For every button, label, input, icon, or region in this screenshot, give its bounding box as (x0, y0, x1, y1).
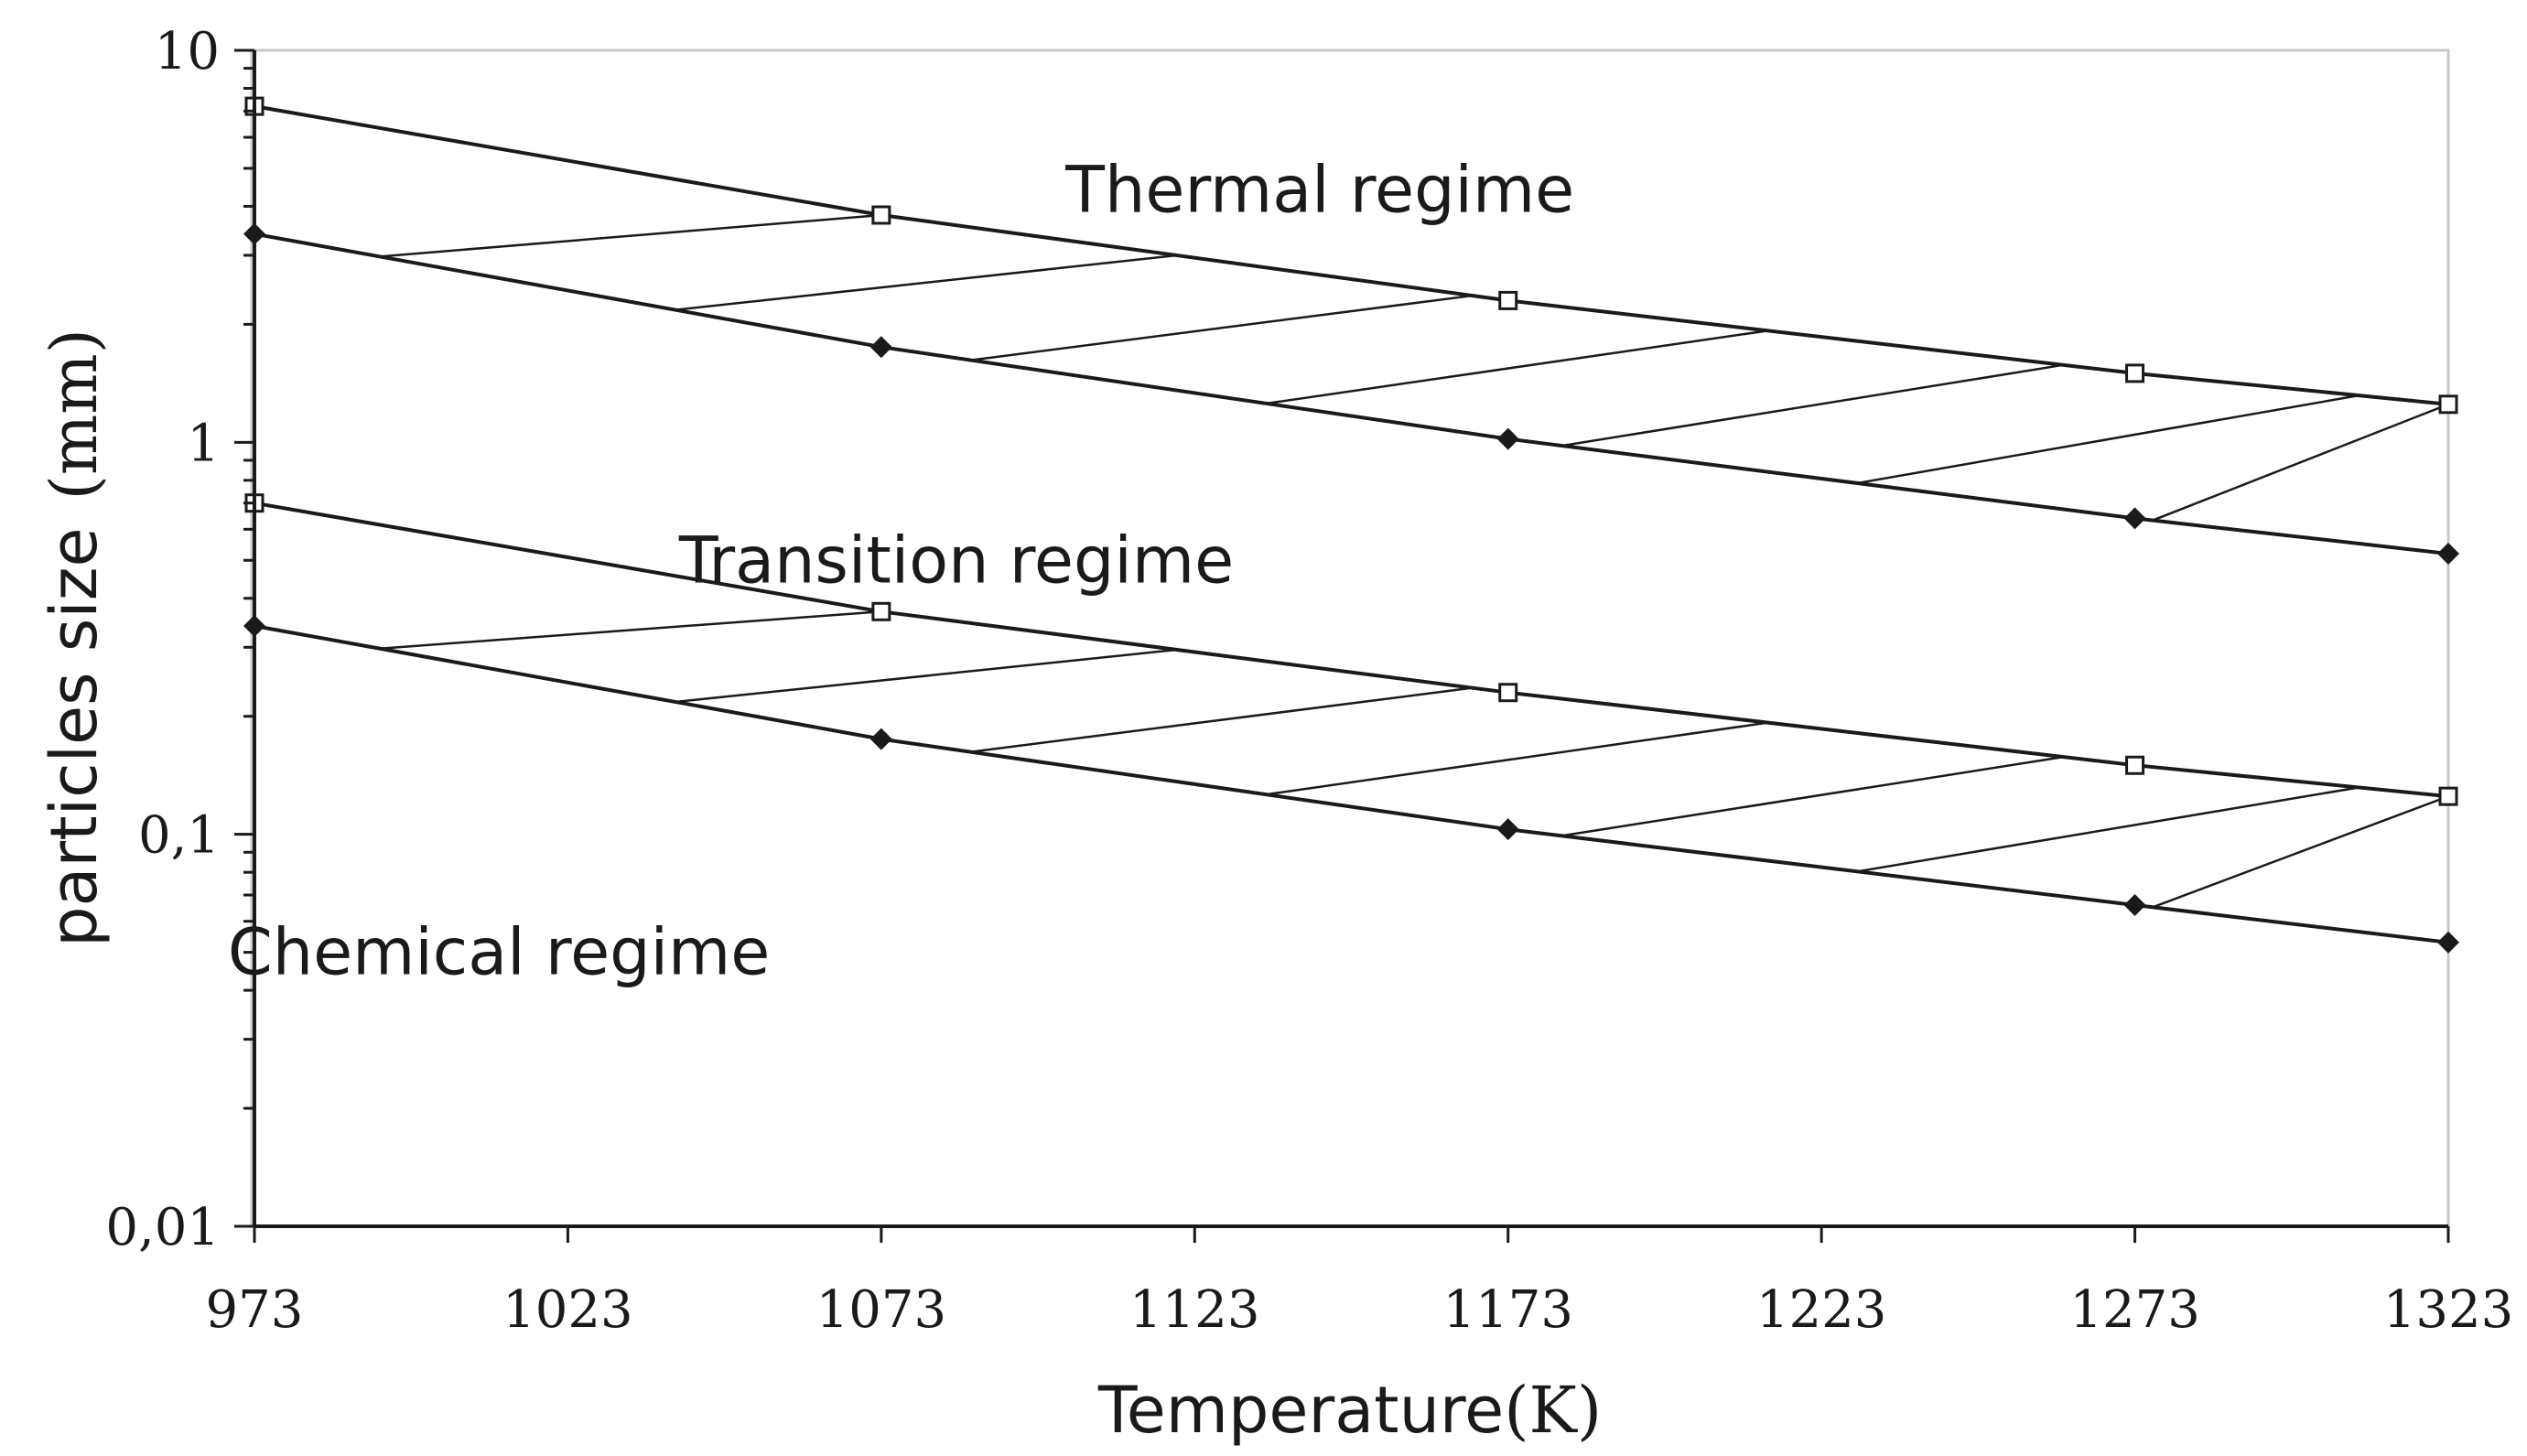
region-annotations: Thermal regime Transition regime Chemical … (228, 153, 1574, 990)
hatch-line (1857, 394, 2360, 485)
y-axis-unit: (mm) (37, 329, 112, 500)
region-label: Chemical regime (228, 915, 770, 990)
series-lines (254, 104, 2449, 944)
axes (253, 50, 2448, 1228)
y-axis-label: particles size (37, 527, 112, 946)
x-tick-label: 1223 (1756, 1280, 1887, 1340)
data-point-square (2438, 786, 2458, 806)
hatch-line (1266, 721, 1768, 796)
hatched-bands (379, 213, 2449, 909)
y-axis-title: particles size (mm) (37, 329, 112, 947)
x-axis-ticks: 973 1023 1073 1123 1173 1223 1273 1323 (206, 1226, 2514, 1340)
y-tick-label: 10 (155, 22, 220, 81)
x-axis-unit: (K) (1504, 1373, 1602, 1448)
data-point-square (2438, 394, 2458, 415)
data-point-square (1498, 683, 1518, 703)
hatch-line (675, 253, 1177, 311)
hatch-line (1561, 363, 2064, 448)
hatch-line (379, 213, 881, 258)
data-point-square (2125, 363, 2145, 383)
hatch-line (2152, 794, 2449, 909)
region-label: Transition regime (678, 523, 1234, 598)
region-label: Thermal regime (1064, 153, 1574, 228)
data-point-diamond (1496, 427, 1519, 450)
data-point-square (2125, 755, 2145, 775)
hatch-line (1561, 755, 2064, 837)
x-tick-label: 973 (206, 1280, 304, 1340)
x-tick-label: 1173 (1442, 1280, 1573, 1340)
hatch-line (379, 610, 881, 650)
series-line-2 (254, 232, 2449, 555)
series-line-3 (254, 501, 2449, 799)
data-point-diamond (2123, 893, 2146, 916)
hatch-line (1857, 786, 2360, 873)
x-tick-label: 1273 (2069, 1280, 2200, 1340)
y-tick-label: 0,1 (138, 806, 220, 866)
x-tick-label: 1323 (2383, 1280, 2514, 1340)
hatch-line (970, 686, 1473, 753)
y-tick-label: 0,01 (105, 1198, 220, 1257)
series-line-1 (254, 104, 2449, 406)
y-axis-ticks: 0,01 0,1 1 10 (105, 22, 254, 1257)
data-point-diamond (869, 728, 892, 750)
data-point-diamond (1496, 818, 1519, 841)
y-tick-label: 1 (187, 414, 220, 473)
hatch-line (2152, 403, 2449, 522)
hatch-line (675, 648, 1177, 704)
x-tick-label: 1123 (1129, 1280, 1260, 1340)
hatch-line (1266, 329, 1768, 405)
data-point-square (1498, 290, 1518, 310)
data-point-diamond (2437, 542, 2459, 565)
x-tick-label: 1073 (816, 1280, 947, 1340)
data-point-square (871, 205, 891, 225)
x-axis-label: Temperature (1097, 1373, 1504, 1448)
x-axis-title: Temperature(K) (1097, 1373, 1602, 1448)
data-point-diamond (2123, 507, 2146, 530)
x-tick-label: 1023 (502, 1280, 633, 1340)
hatch-line (970, 294, 1473, 361)
data-point-square (871, 601, 891, 621)
data-point-diamond (869, 336, 892, 359)
data-point-diamond (2437, 931, 2459, 954)
